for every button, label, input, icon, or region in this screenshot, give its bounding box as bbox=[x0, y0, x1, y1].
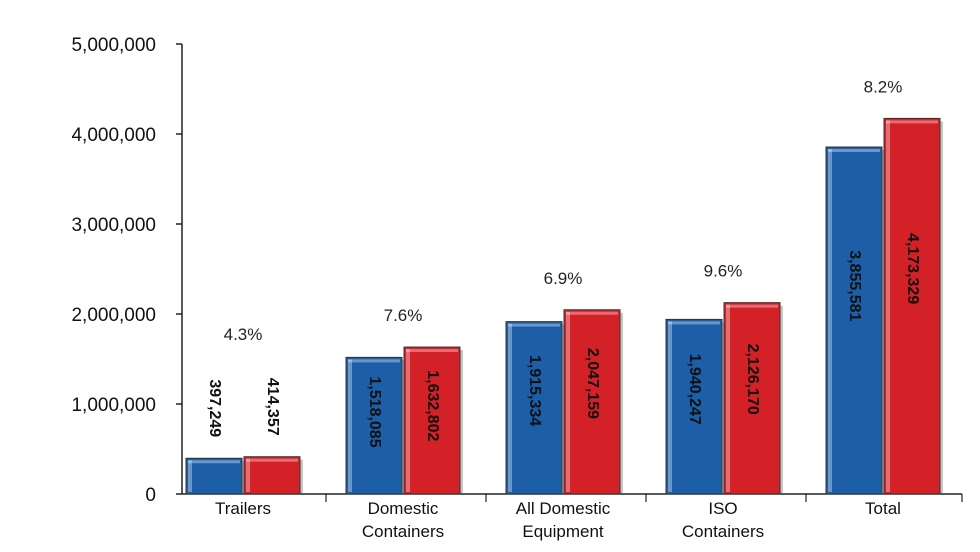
bar-top-highlight bbox=[828, 148, 880, 152]
x-category-label: Domestic bbox=[368, 499, 439, 518]
bar-highlight bbox=[726, 304, 730, 492]
bar bbox=[665, 318, 723, 495]
x-category-label: Containers bbox=[362, 522, 444, 541]
x-category-label: Total bbox=[865, 499, 901, 518]
bar bbox=[243, 456, 301, 495]
bar-value-label: 2,126,170 bbox=[744, 344, 761, 415]
bar-top-highlight bbox=[348, 359, 400, 363]
bar-value-label: 2,047,159 bbox=[584, 348, 601, 419]
bar bbox=[505, 321, 563, 495]
bar-highlight bbox=[406, 349, 410, 492]
bar-highlight bbox=[246, 458, 250, 492]
bar-value-label: 3,855,581 bbox=[846, 250, 863, 321]
growth-percent-label: 6.9% bbox=[544, 269, 583, 288]
bar-value-label: 414,357 bbox=[264, 378, 281, 436]
bar-highlight bbox=[828, 148, 832, 492]
bar bbox=[403, 346, 461, 495]
x-category-label: Trailers bbox=[215, 499, 271, 518]
bar bbox=[185, 457, 243, 495]
bar-value-label: 397,249 bbox=[206, 379, 223, 437]
bar-value-label: 1,632,802 bbox=[424, 370, 441, 441]
x-category-label: Equipment bbox=[522, 522, 604, 541]
bar bbox=[723, 302, 781, 495]
bar-top-highlight bbox=[246, 458, 298, 462]
bar-top-highlight bbox=[188, 460, 240, 464]
y-tick-label: 1,000,000 bbox=[71, 395, 156, 416]
bar bbox=[883, 117, 941, 495]
bar bbox=[825, 146, 883, 495]
bar-top-highlight bbox=[668, 321, 720, 325]
bar-top-highlight bbox=[508, 323, 560, 327]
y-tick-label: 3,000,000 bbox=[71, 215, 156, 236]
bar-highlight bbox=[188, 460, 192, 492]
bar-top-highlight bbox=[566, 311, 618, 315]
bar-highlight bbox=[668, 321, 672, 492]
bar-highlight bbox=[886, 120, 890, 492]
bar-highlight bbox=[508, 323, 512, 492]
bar-top-highlight bbox=[406, 349, 458, 353]
y-tick-label: 0 bbox=[145, 485, 156, 506]
growth-percent-label: 7.6% bbox=[384, 306, 423, 325]
bar-top-highlight bbox=[886, 120, 938, 124]
bar-top-highlight bbox=[726, 304, 778, 308]
bar-highlight bbox=[566, 311, 570, 492]
bar-highlight bbox=[348, 359, 352, 492]
x-category-label: Containers bbox=[682, 522, 764, 541]
growth-percent-label: 9.6% bbox=[704, 262, 743, 281]
bar bbox=[345, 356, 403, 495]
x-category-label: All Domestic bbox=[516, 499, 611, 518]
growth-percent-label: 4.3% bbox=[224, 325, 263, 344]
bar-value-label: 4,173,329 bbox=[904, 233, 921, 304]
bar-value-label: 1,940,247 bbox=[686, 354, 703, 425]
bar-value-label: 1,518,085 bbox=[366, 376, 383, 447]
bar-value-label: 1,915,334 bbox=[526, 355, 543, 426]
x-category-label: ISO bbox=[708, 499, 737, 518]
y-tick-label: 2,000,000 bbox=[71, 305, 156, 326]
growth-percent-label: 8.2% bbox=[864, 77, 903, 96]
bar bbox=[563, 309, 621, 495]
y-tick-label: 5,000,000 bbox=[71, 35, 156, 56]
y-tick-label: 4,000,000 bbox=[71, 125, 156, 146]
